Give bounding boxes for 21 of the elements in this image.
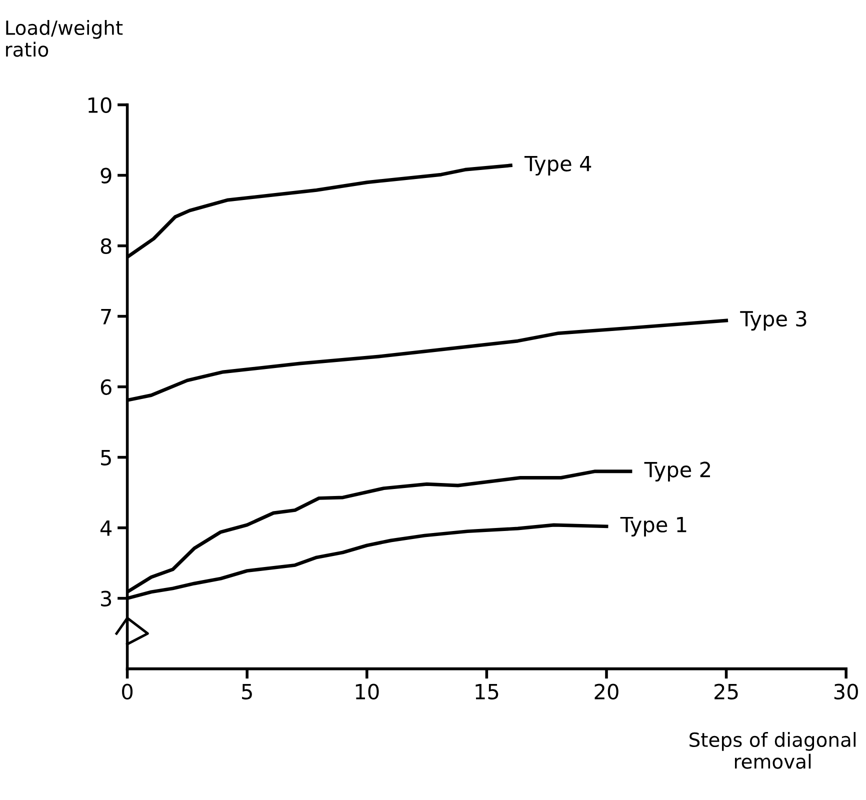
series-label: Type 3: [740, 310, 806, 331]
y-tick-label: 6: [100, 379, 112, 396]
x-tick-label: 10: [356, 684, 379, 700]
x-axis-title: Steps of diagonal removal: [690, 732, 856, 769]
y-tick-label: 10: [88, 97, 112, 114]
series-label: Type 4: [524, 156, 592, 176]
x-tick-label: 20: [594, 684, 618, 700]
series-label: Type 1: [620, 516, 686, 536]
x-tick-label: 0: [122, 684, 133, 700]
x-tick-label: 5: [242, 684, 252, 700]
series-label: Type 2: [644, 462, 710, 482]
y-tick-label: 8: [100, 238, 112, 254]
x-tick-label: 30: [834, 684, 858, 700]
y-tick-label: 3: [101, 590, 112, 607]
y-tick-label: 7: [101, 309, 111, 324]
x-tick-label: 15: [476, 684, 498, 700]
y-tick-label: 5: [101, 450, 111, 466]
x-tick-label: 25: [714, 684, 738, 700]
y-axis-title: Load/weight ratio: [6, 20, 123, 57]
y-tick-label: 9: [100, 168, 112, 184]
y-tick-label: 4: [100, 520, 112, 536]
